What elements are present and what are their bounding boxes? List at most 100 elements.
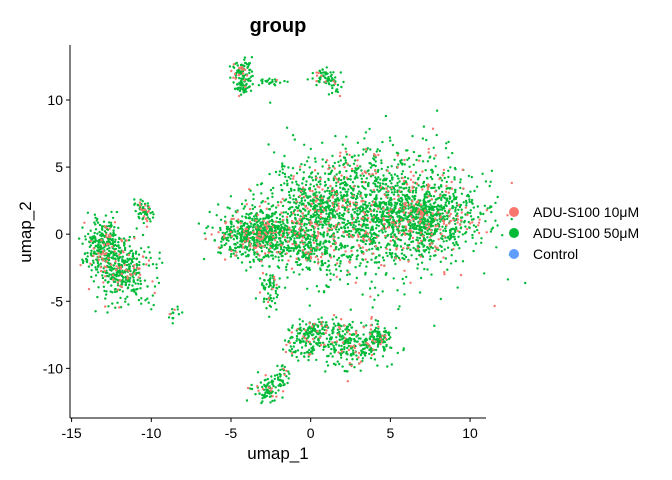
point-adu-s100-50um	[384, 273, 387, 276]
point-adu-s100-50um	[92, 240, 96, 243]
point-adu-s100-50um	[318, 248, 321, 252]
point-adu-s100-10um	[242, 246, 245, 249]
point-adu-s100-50um	[305, 331, 308, 334]
point-adu-s100-50um	[299, 326, 302, 329]
point-adu-s100-10um	[313, 226, 316, 229]
point-adu-s100-50um	[270, 375, 273, 378]
point-adu-s100-50um	[94, 223, 97, 226]
point-adu-s100-50um	[444, 227, 447, 230]
point-adu-s100-50um	[99, 262, 103, 265]
point-adu-s100-50um	[454, 210, 457, 213]
point-adu-s100-10um	[298, 194, 302, 198]
point-adu-s100-50um	[449, 231, 452, 234]
point-adu-s100-10um	[243, 240, 247, 243]
point-adu-s100-50um	[308, 304, 311, 307]
point-adu-s100-10um	[372, 252, 375, 255]
point-adu-s100-50um	[158, 257, 161, 260]
point-adu-s100-50um	[276, 376, 280, 379]
point-adu-s100-50um	[245, 63, 249, 66]
point-adu-s100-10um	[249, 242, 252, 246]
point-adu-s100-50um	[335, 173, 338, 176]
point-adu-s100-50um	[312, 347, 315, 350]
point-adu-s100-10um	[447, 191, 450, 194]
point-adu-s100-50um	[104, 297, 107, 300]
point-adu-s100-50um	[264, 236, 268, 240]
point-adu-s100-50um	[302, 252, 305, 255]
point-adu-s100-50um	[402, 282, 406, 285]
point-adu-s100-50um	[229, 195, 233, 198]
point-adu-s100-50um	[320, 246, 324, 249]
point-adu-s100-50um	[149, 256, 152, 260]
point-adu-s100-50um	[244, 199, 247, 202]
point-adu-s100-10um	[338, 154, 342, 158]
point-adu-s100-50um	[311, 225, 314, 228]
point-adu-s100-10um	[409, 170, 413, 174]
point-adu-s100-10um	[418, 217, 422, 220]
point-adu-s100-50um	[263, 379, 266, 382]
point-adu-s100-50um	[383, 215, 386, 218]
point-adu-s100-50um	[349, 223, 352, 227]
point-adu-s100-50um	[240, 230, 244, 233]
point-adu-s100-50um	[286, 236, 289, 239]
point-adu-s100-50um	[403, 293, 406, 296]
point-adu-s100-50um	[312, 345, 315, 348]
point-adu-s100-50um	[252, 248, 255, 251]
point-adu-s100-50um	[115, 244, 119, 248]
point-adu-s100-50um	[401, 170, 405, 173]
point-adu-s100-50um	[465, 201, 468, 205]
point-adu-s100-50um	[303, 241, 307, 244]
point-adu-s100-50um	[404, 255, 408, 259]
point-adu-s100-50um	[352, 187, 355, 191]
point-adu-s100-50um	[238, 81, 241, 85]
point-adu-s100-50um	[326, 189, 329, 192]
point-adu-s100-50um	[248, 77, 251, 80]
point-adu-s100-50um	[345, 340, 348, 343]
point-adu-s100-50um	[315, 358, 318, 362]
point-adu-s100-10um	[237, 218, 240, 221]
point-adu-s100-50um	[410, 211, 414, 214]
point-adu-s100-50um	[298, 201, 301, 204]
point-adu-s100-50um	[380, 215, 383, 219]
point-adu-s100-50um	[311, 328, 314, 332]
point-adu-s100-50um	[108, 268, 112, 271]
point-adu-s100-50um	[295, 180, 298, 183]
point-adu-s100-50um	[461, 260, 465, 263]
point-adu-s100-50um	[307, 212, 310, 216]
point-adu-s100-50um	[331, 77, 334, 80]
point-adu-s100-10um	[261, 272, 265, 275]
point-adu-s100-50um	[146, 297, 149, 300]
point-adu-s100-10um	[314, 222, 317, 226]
point-adu-s100-50um	[270, 205, 273, 208]
point-adu-s100-50um	[343, 369, 346, 373]
point-adu-s100-50um	[301, 217, 304, 220]
point-adu-s100-50um	[379, 333, 382, 337]
point-adu-s100-50um	[470, 175, 473, 179]
point-adu-s100-10um	[217, 246, 220, 249]
point-adu-s100-50um	[333, 206, 336, 209]
point-adu-s100-10um	[457, 203, 460, 207]
point-adu-s100-50um	[270, 227, 274, 231]
point-adu-s100-50um	[362, 234, 365, 237]
point-adu-s100-10um	[385, 196, 388, 199]
point-adu-s100-50um	[312, 202, 315, 205]
point-adu-s100-50um	[331, 212, 334, 215]
point-adu-s100-50um	[171, 322, 174, 325]
point-adu-s100-50um	[236, 229, 240, 233]
point-adu-s100-50um	[263, 229, 266, 232]
point-adu-s100-50um	[464, 199, 468, 203]
point-adu-s100-10um	[311, 234, 314, 237]
point-adu-s100-50um	[133, 202, 137, 205]
point-adu-s100-50um	[325, 209, 328, 212]
point-adu-s100-50um	[466, 211, 469, 214]
point-adu-s100-10um	[267, 297, 270, 300]
point-adu-s100-50um	[331, 154, 334, 158]
point-adu-s100-50um	[273, 229, 276, 233]
point-adu-s100-50um	[135, 227, 138, 230]
point-adu-s100-50um	[148, 251, 151, 254]
point-adu-s100-50um	[232, 252, 235, 255]
point-adu-s100-50um	[171, 308, 174, 311]
point-adu-s100-50um	[346, 226, 350, 229]
point-adu-s100-50um	[246, 222, 249, 226]
point-adu-s100-50um	[321, 341, 325, 344]
point-adu-s100-50um	[432, 254, 436, 257]
